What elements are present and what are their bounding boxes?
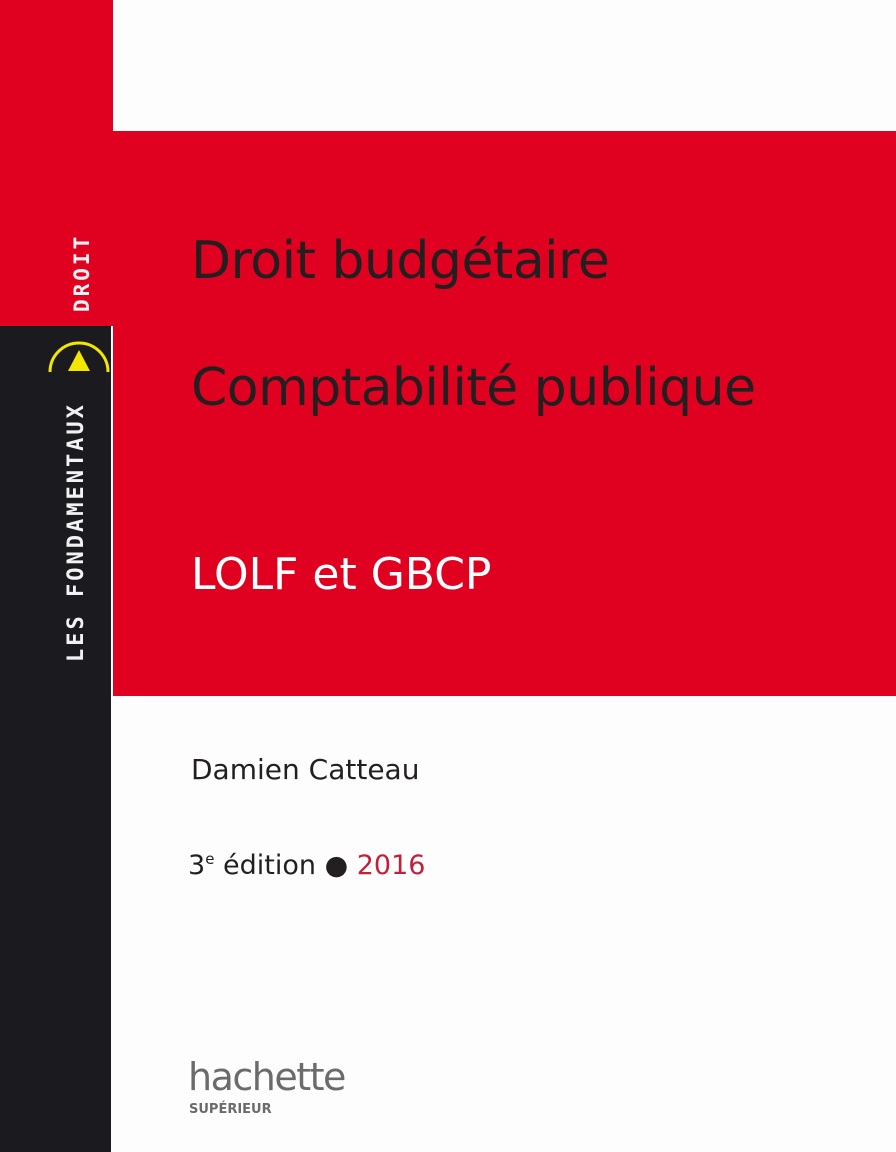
edition-number: 3 [188,850,206,881]
author: Damien Catteau [191,753,420,786]
edition-word: édition [214,850,316,881]
side-black-band [0,326,111,1152]
edition-line: 3e édition ● 2016 [188,850,425,881]
edition-suffix: e [205,850,215,868]
bullet-separator: ● [315,850,357,881]
title-line-1: Droit budgétaire [191,231,610,291]
collection-discipline: DROIT [70,233,94,312]
collection-name: LES FONDAMENTAUX [64,402,89,662]
side-red-band [0,0,113,326]
collection-logo-arc-triangle-icon [48,341,110,373]
title-line-2: Comptabilité publique [191,358,756,418]
title-red-block [113,131,896,696]
publisher-logo: hachette [188,1055,346,1099]
publisher-imprint: SUPÉRIEUR [189,1102,272,1117]
edition-year: 2016 [356,850,426,881]
subtitle: LOLF et GBCP [191,549,492,600]
